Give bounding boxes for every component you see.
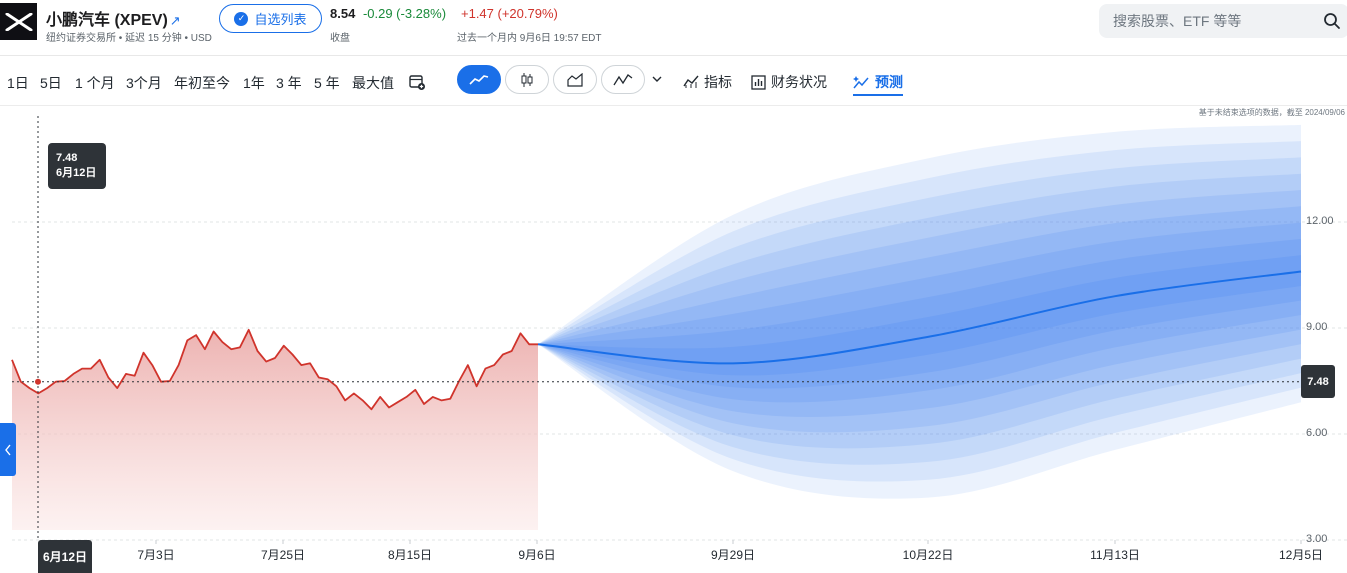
line-chart-icon	[469, 74, 489, 85]
candlestick-icon	[521, 72, 533, 87]
external-link-icon[interactable]: ↗	[169, 13, 181, 28]
history-area	[12, 329, 538, 530]
y-axis-tick: 6.00	[1306, 427, 1328, 439]
forecast-icon	[853, 76, 869, 89]
forecast-confidence-band	[538, 238, 1301, 389]
range-1d[interactable]: 1日	[7, 75, 29, 91]
month-change: +1.47 (+20.79%)	[461, 6, 558, 21]
range-5d[interactable]: 5日	[40, 75, 62, 91]
chevron-left-icon	[5, 444, 11, 455]
crosshair-point	[35, 378, 41, 385]
add-to-watchlist-button[interactable]: ✓ 自选列表	[219, 4, 322, 33]
crosshair-date-tag: 6月12日	[38, 540, 92, 573]
range-max[interactable]: 最大值	[352, 75, 394, 91]
day-change: -0.29 (-3.28%)	[362, 6, 447, 21]
range-1m[interactable]: 1 个月	[75, 75, 115, 91]
range-ytd[interactable]: 年初至今	[174, 75, 230, 91]
forecast-label: 预测	[875, 74, 903, 90]
ticker-name-text: 小鹏汽车 (XPEV)	[46, 12, 168, 29]
search-box[interactable]	[1099, 4, 1347, 38]
month-change-label: 过去一个月内 9月6日 19:57 EDT	[457, 33, 602, 44]
forecast-confidence-band	[538, 124, 1301, 499]
financials-label: 财务状况	[771, 74, 827, 90]
indicators-button[interactable]: 指标	[683, 72, 732, 92]
compare-chart-icon	[613, 73, 633, 85]
x-axis-tick: 10月22日	[902, 548, 954, 562]
calendar-icon[interactable]	[408, 73, 426, 96]
forecast-median-line	[537, 270, 1302, 365]
close-label: 收盘	[330, 33, 350, 44]
financials-button[interactable]: 财务状况	[751, 72, 827, 92]
x-axis-tick: 9月6日	[518, 548, 556, 562]
forecast-confidence-band	[538, 255, 1301, 376]
range-3m[interactable]: 3个月	[126, 75, 162, 91]
line-chart-button[interactable]	[457, 65, 501, 94]
x-axis-tick: 7月25日	[260, 548, 306, 562]
forecast-button[interactable]: 预测	[853, 72, 903, 92]
range-5y[interactable]: 5 年	[314, 75, 340, 91]
x-axis-tick: 7月3日	[137, 548, 175, 562]
forecast-confidence-band	[538, 222, 1301, 403]
x-axis-tick: 9月29日	[710, 548, 756, 562]
search-input[interactable]	[1099, 4, 1319, 38]
watchlist-label: 自选列表	[254, 12, 307, 27]
xpeng-logo	[0, 3, 37, 40]
x-axis-tick: 12月5日	[1278, 548, 1324, 562]
x-axis-tick: 8月15日	[387, 548, 433, 562]
current-price: 8.54	[330, 6, 356, 21]
forecast-confidence-band	[538, 141, 1301, 482]
ticker-name: 小鹏汽车 (XPEV) ↗	[46, 6, 181, 30]
range-1y[interactable]: 1年	[243, 75, 265, 91]
history-price-line	[11, 328, 538, 411]
search-icon[interactable]	[1323, 12, 1341, 35]
forecast-confidence-band	[538, 157, 1301, 465]
check-icon: ✓	[234, 11, 249, 26]
indicators-label: 指标	[704, 74, 732, 90]
compare-chart-button[interactable]	[601, 65, 645, 94]
chart-toolbar: 1日 5日 1 个月 3个月 年初至今 1年 3 年 5 年 最大值 指标 财务…	[0, 60, 1347, 106]
mountain-chart-icon	[567, 72, 583, 87]
hover-tooltip: 7.48 6月12日	[48, 143, 106, 189]
exchange-info: 纽约证券交易所 • 延迟 15 分钟 • USD	[46, 33, 212, 44]
candlestick-button[interactable]	[505, 65, 549, 94]
indicators-icon	[683, 75, 699, 88]
forecast-data-note: 基于未结束选项的数据，截至 2024/09/06	[1198, 108, 1345, 117]
chevron-down-icon[interactable]	[650, 72, 664, 91]
forecast-confidence-band	[538, 173, 1301, 449]
y-axis-tick: 12.00	[1306, 215, 1334, 227]
y-axis-tick: 3.00	[1306, 533, 1328, 545]
y-axis-tick: 9.00	[1306, 321, 1328, 333]
mountain-chart-button[interactable]	[553, 65, 597, 94]
forecast-confidence-band	[538, 190, 1301, 433]
price-block: 8.54 -0.29 (-3.28%)	[330, 6, 446, 21]
expand-panel-button[interactable]	[0, 423, 16, 476]
range-3y[interactable]: 3 年	[276, 75, 302, 91]
forecast-tab-indicator	[853, 94, 903, 96]
financials-icon	[751, 74, 766, 90]
crosshair-price-tag: 7.48	[1301, 365, 1335, 398]
tooltip-value: 7.48	[56, 152, 78, 164]
x-axis-tick: 11月13日	[1090, 548, 1140, 562]
quote-header: 小鹏汽车 (XPEV) ↗ 纽约证券交易所 • 延迟 15 分钟 • USD ✓ …	[0, 0, 1347, 56]
tooltip-date: 6月12日	[56, 167, 97, 179]
